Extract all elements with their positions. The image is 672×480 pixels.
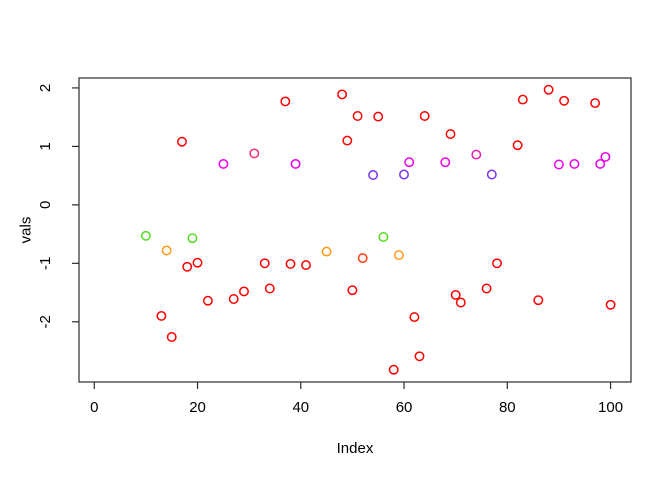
- data-point: [352, 111, 363, 121]
- y-axis-title: vals: [17, 216, 35, 244]
- data-point: [192, 257, 203, 268]
- data-point: [471, 149, 482, 160]
- data-point: [249, 148, 260, 159]
- data-point: [600, 151, 611, 162]
- data-point: [280, 96, 291, 107]
- data-point: [553, 159, 564, 170]
- data-point: [440, 157, 451, 168]
- data-point: [321, 246, 332, 257]
- data-point: [481, 283, 492, 294]
- data-point: [347, 285, 358, 296]
- data-point: [187, 233, 198, 244]
- data-point: [156, 310, 167, 321]
- data-point: [419, 111, 430, 121]
- data-point: [259, 258, 270, 269]
- data-point: [409, 312, 420, 323]
- x-tick-label: 80: [499, 399, 516, 416]
- data-point: [517, 94, 528, 105]
- data-point: [559, 95, 570, 106]
- data-point: [492, 258, 502, 269]
- data-point: [373, 111, 384, 122]
- data-point: [140, 230, 151, 241]
- data-point: [445, 129, 456, 140]
- data-point: [378, 232, 389, 242]
- data-point: [368, 170, 379, 180]
- data-point: [590, 98, 601, 109]
- data-point: [239, 286, 249, 297]
- y-tick-label: 2: [37, 84, 54, 92]
- data-point: [450, 289, 461, 300]
- data-point: [182, 261, 193, 272]
- data-point: [455, 297, 466, 308]
- y-tick-label: 1: [37, 142, 54, 150]
- data-point: [388, 364, 399, 375]
- data-point: [290, 158, 301, 169]
- data-point: [404, 157, 415, 168]
- data-point: [202, 295, 213, 306]
- data-point: [533, 295, 544, 306]
- x-tick-label: 60: [396, 399, 413, 416]
- data-point: [393, 250, 404, 261]
- data-point: [161, 245, 172, 256]
- data-point: [337, 89, 348, 100]
- data-point: [177, 136, 187, 147]
- data-point: [595, 158, 606, 169]
- data-point: [486, 169, 497, 180]
- x-tick-label: 0: [90, 399, 98, 416]
- x-tick-label: 20: [189, 399, 206, 416]
- x-tick-label: 100: [598, 399, 623, 416]
- data-point: [512, 140, 523, 151]
- x-axis-title: Index: [336, 440, 374, 457]
- data-point: [543, 84, 554, 95]
- data-point: [228, 294, 239, 304]
- data-point: [399, 169, 409, 180]
- plot-box: [78, 77, 632, 383]
- data-point: [166, 332, 177, 342]
- data-point: [301, 260, 311, 271]
- data-point: [357, 253, 368, 264]
- data-point: [342, 135, 353, 146]
- data-point: [264, 283, 275, 294]
- y-tick-label: -1: [37, 257, 54, 270]
- y-tick-label: -2: [37, 315, 54, 328]
- data-point: [414, 351, 425, 362]
- y-tick-label: 0: [37, 201, 54, 209]
- data-point: [605, 299, 616, 310]
- data-point: [218, 158, 229, 169]
- data-point: [285, 258, 296, 269]
- data-point: [569, 158, 580, 169]
- x-tick-label: 40: [292, 399, 309, 416]
